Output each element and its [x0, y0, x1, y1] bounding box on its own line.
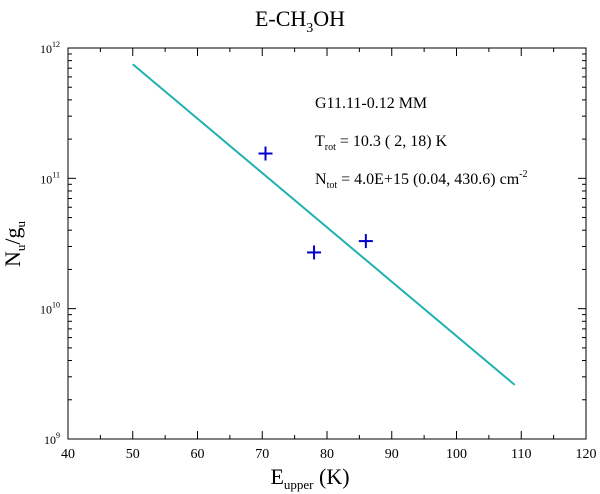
source-annotation: G11.11-0.12 MM — [315, 95, 427, 112]
fit-line — [132, 63, 516, 386]
data-point-plus — [307, 245, 322, 260]
x-axis-label: Eupper (K) — [270, 464, 349, 492]
x-tick-label: 100 — [446, 447, 467, 462]
y-tick-label: 1010 — [40, 301, 60, 317]
x-tick-label: 90 — [385, 447, 399, 462]
data-point-plus — [258, 146, 273, 161]
y-tick-label: 1011 — [40, 170, 60, 186]
x-tick-label: 60 — [191, 447, 205, 462]
trot-annotation: Trot = 10.3 ( 2, 18) K — [315, 133, 448, 153]
y-tick-label: 109 — [44, 431, 60, 447]
x-tick-label: 120 — [576, 447, 597, 462]
series-layer — [132, 63, 516, 386]
y-axis-label: Nu/gu — [0, 220, 28, 267]
data-point-plus — [358, 234, 373, 249]
x-tick-label: 50 — [126, 447, 140, 462]
ntot-annotation: Ntot = 4.0E+15 (0.04, 430.6) cm-2 — [315, 169, 528, 191]
x-tick-label: 70 — [255, 447, 269, 462]
x-tick-label: 80 — [320, 447, 334, 462]
x-tick-label: 110 — [511, 447, 531, 462]
x-tick-label: 40 — [61, 447, 75, 462]
y-axis: 109 1010 1011 1012 — [40, 40, 586, 447]
x-axis: 40 50 60 70 80 90 100 110 120 — [61, 48, 597, 462]
chart-title: E-CH3OH — [255, 6, 345, 36]
y-tick-label: 1012 — [40, 40, 60, 56]
